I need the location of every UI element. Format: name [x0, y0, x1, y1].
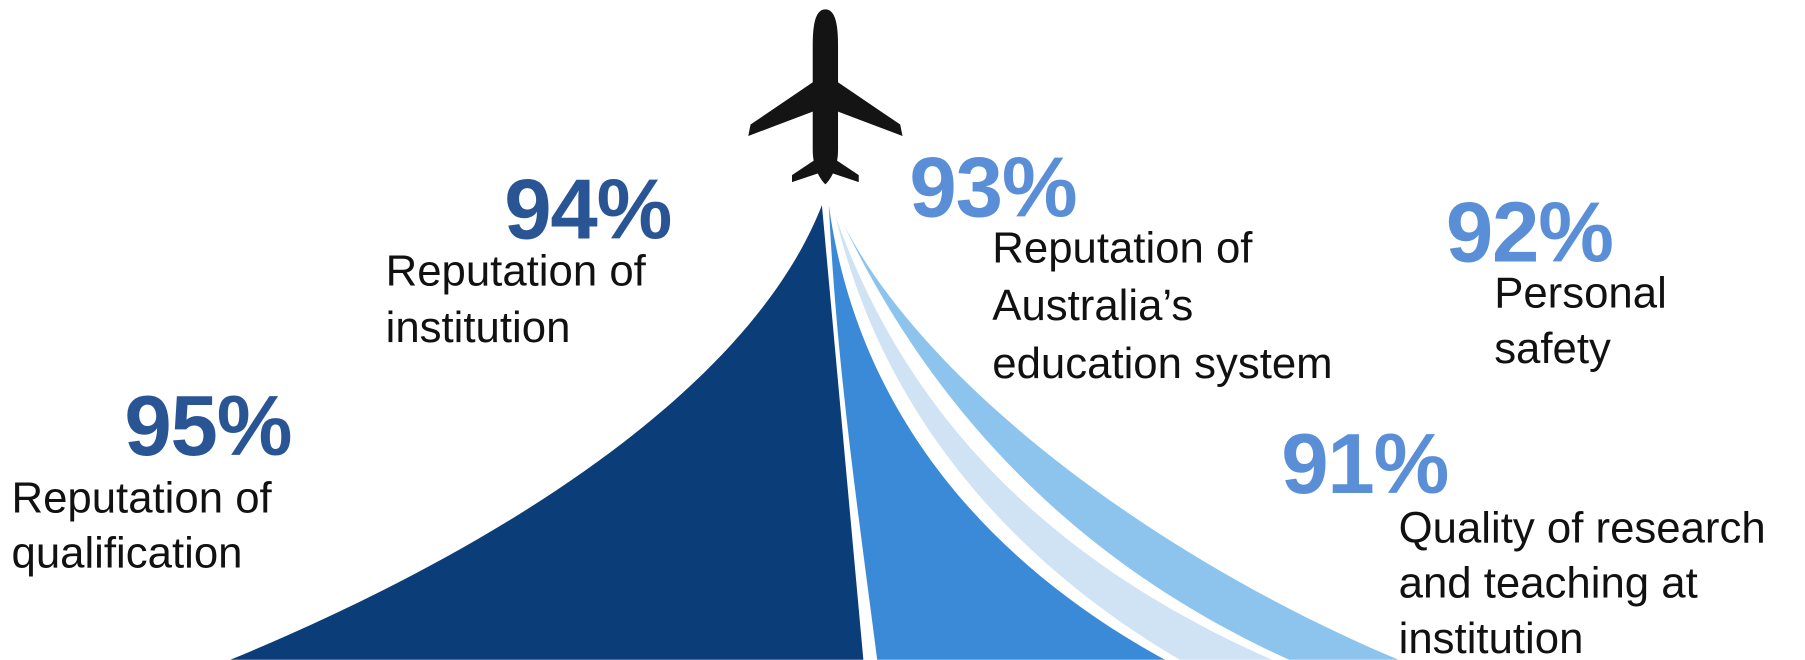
label: Personal: [1494, 269, 1667, 318]
label: qualification: [12, 529, 243, 578]
label: education system: [992, 339, 1332, 388]
percent: 91%: [1281, 417, 1448, 512]
label: and teaching at: [1399, 559, 1698, 608]
label: institution: [1399, 614, 1584, 660]
page: {"items": [ {"percent": "95%", "label": …: [0, 0, 1805, 660]
airplane: [748, 9, 902, 184]
infographic: 95% Reputation of qualification 94% Repu…: [0, 0, 1805, 660]
label: Quality of research: [1399, 503, 1766, 552]
label: Australia’s: [992, 281, 1193, 330]
percent: 92%: [1446, 186, 1613, 281]
label: institution: [386, 303, 571, 352]
percent: 95%: [124, 379, 291, 474]
label: Reputation of: [386, 247, 647, 296]
label: safety: [1494, 324, 1611, 373]
percent: 94%: [504, 162, 671, 257]
label: Reputation of: [992, 224, 1253, 273]
label: Reputation of: [12, 473, 273, 522]
percent: 93%: [909, 141, 1076, 236]
